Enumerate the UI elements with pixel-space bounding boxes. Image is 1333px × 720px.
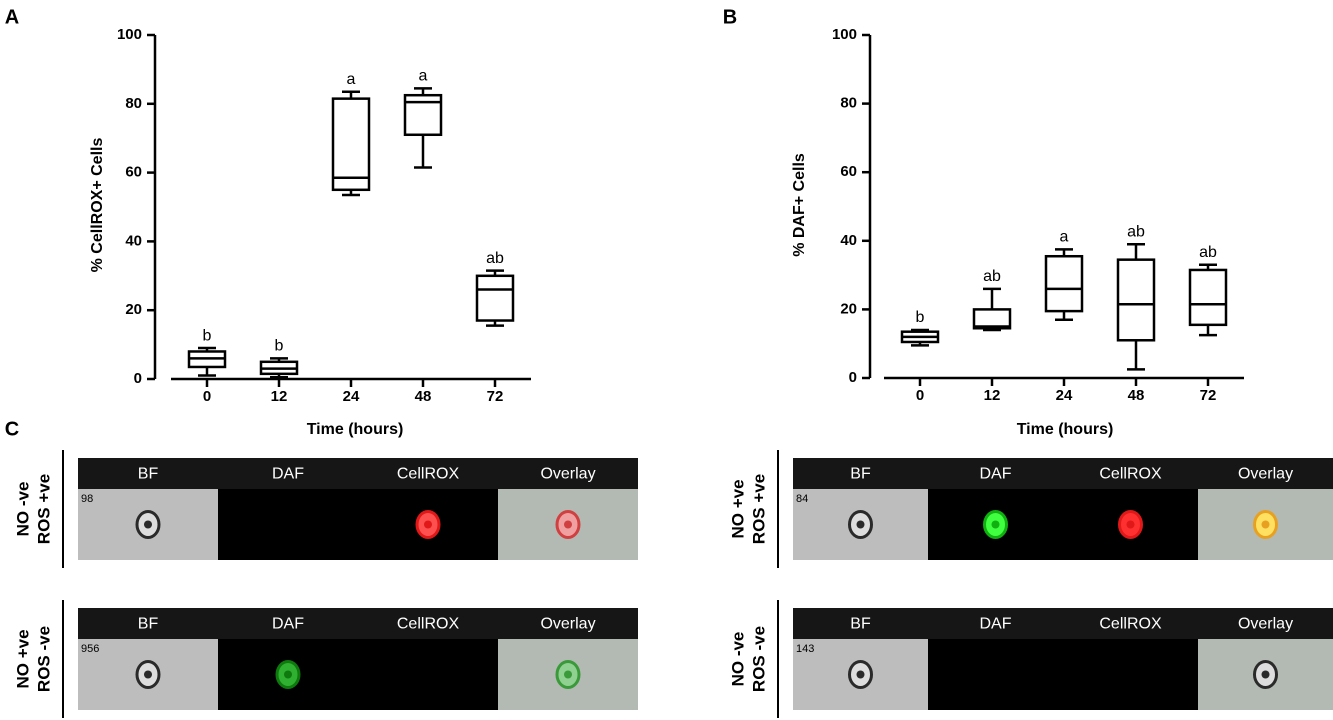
channel-header: DAF [980, 616, 1012, 633]
y-axis-label: % DAF+ Cells [791, 153, 808, 257]
row-label: ROS +ve [749, 474, 768, 544]
y-tick-label: 20 [125, 301, 142, 318]
channel-header: CellROX [1099, 466, 1162, 483]
y-tick-label: 100 [832, 26, 857, 43]
header-bar [78, 608, 638, 639]
cell-core [1261, 520, 1270, 529]
y-tick-label: 0 [849, 369, 857, 386]
panel-label: B [723, 6, 737, 28]
group-letter: a [1060, 229, 1069, 246]
group-letter: b [275, 338, 284, 355]
channel-header: Overlay [1238, 616, 1293, 633]
y-tick-label: 40 [840, 232, 857, 249]
row-label: NO -ve [728, 632, 747, 687]
row-label: ROS +ve [34, 474, 53, 544]
x-axis-label: Time (hours) [1017, 421, 1114, 438]
group-letter: ab [1199, 244, 1217, 261]
cell-core [856, 520, 865, 529]
channel-header: Overlay [540, 466, 595, 483]
x-tick-label: 12 [271, 388, 288, 405]
cell-core [144, 670, 152, 679]
y-tick-label: 60 [125, 164, 142, 181]
channel-image [358, 639, 498, 710]
cell-core [1126, 520, 1135, 529]
y-tick-label: 40 [125, 232, 142, 249]
y-tick-label: 80 [840, 95, 857, 112]
group-letter: ab [486, 250, 504, 267]
x-tick-label: 0 [916, 387, 924, 404]
box [475, 274, 515, 322]
channel-header: BF [850, 466, 871, 483]
x-tick-label: 24 [1056, 387, 1073, 404]
x-tick-label: 24 [343, 388, 360, 405]
y-tick-label: 60 [840, 163, 857, 180]
header-bar [793, 608, 1333, 639]
group-letter: b [203, 327, 212, 344]
cell-core [856, 670, 865, 679]
box [331, 97, 371, 192]
cell-core [564, 520, 572, 529]
cell-core [1261, 670, 1270, 679]
y-axis-label: % CellROX+ Cells [89, 138, 106, 273]
row-label: NO +ve [728, 479, 747, 538]
channel-header: CellROX [1099, 616, 1162, 633]
group-letter: a [347, 71, 356, 88]
group-letter: b [916, 309, 925, 326]
channel-image [928, 639, 1063, 710]
event-number: 143 [796, 643, 814, 655]
channel-header: DAF [272, 616, 304, 633]
x-tick-label: 72 [487, 388, 504, 405]
channel-header: BF [138, 466, 159, 483]
box [1116, 258, 1156, 342]
group-letter: ab [1127, 223, 1145, 240]
row-label: ROS -ve [34, 626, 53, 692]
box [972, 308, 1012, 330]
group-letter: ab [983, 268, 1001, 285]
channel-header: BF [138, 616, 159, 633]
y-tick-label: 100 [117, 26, 142, 43]
x-axis-label: Time (hours) [307, 421, 404, 438]
row-label: NO -ve [13, 482, 32, 537]
channel-header: DAF [272, 466, 304, 483]
x-tick-label: 0 [203, 388, 211, 405]
box [403, 93, 443, 137]
channel-header: BF [850, 616, 871, 633]
panel-label: A [5, 6, 19, 28]
cell-core [284, 670, 292, 679]
y-tick-label: 80 [125, 95, 142, 112]
cell-core [144, 520, 152, 529]
row-label: ROS -ve [749, 626, 768, 692]
row-label: NO +ve [13, 629, 32, 688]
event-number: 98 [81, 493, 93, 505]
channel-header: CellROX [397, 616, 460, 633]
channel-image [1063, 639, 1198, 710]
x-tick-label: 48 [415, 388, 432, 405]
event-number: 956 [81, 643, 99, 655]
panel-label: C [5, 418, 19, 440]
header-bar [78, 458, 638, 489]
x-tick-label: 48 [1128, 387, 1145, 404]
event-number: 84 [796, 493, 808, 505]
header-bar [793, 458, 1333, 489]
y-tick-label: 20 [840, 300, 857, 317]
x-tick-label: 72 [1200, 387, 1217, 404]
channel-image [218, 489, 358, 560]
y-tick-label: 0 [134, 370, 142, 387]
channel-header: Overlay [540, 616, 595, 633]
box [1188, 268, 1228, 327]
channel-header: CellROX [397, 466, 460, 483]
box [1044, 254, 1084, 313]
cell-core [424, 520, 432, 529]
group-letter: a [419, 68, 428, 85]
channel-header: Overlay [1238, 466, 1293, 483]
cell-core [564, 670, 572, 679]
channel-header: DAF [980, 466, 1012, 483]
cell-core [991, 520, 1000, 529]
x-tick-label: 12 [984, 387, 1001, 404]
